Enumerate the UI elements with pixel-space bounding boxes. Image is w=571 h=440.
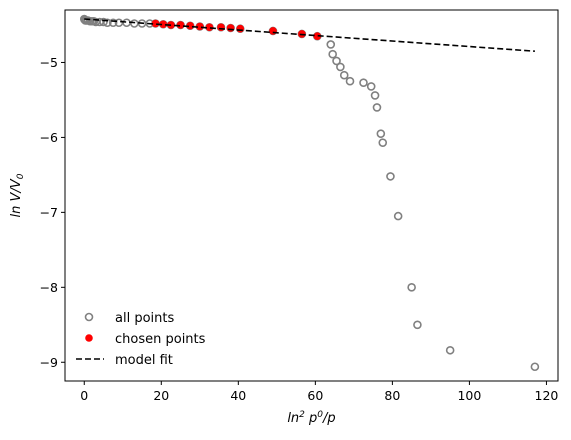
model-fit-line: [84, 18, 535, 53]
all-points-marker: [359, 78, 368, 88]
legend-label-all-points: all points: [115, 311, 174, 326]
x-tick-label: 20: [153, 388, 169, 403]
all-points-marker: [130, 19, 139, 28]
all-points-marker: [99, 17, 108, 27]
x-tick-label: 80: [384, 388, 400, 403]
all-points-marker: [370, 91, 380, 100]
y-tick-label: −7: [40, 205, 58, 220]
all-points-marker: [326, 40, 336, 49]
x-tick-label: 40: [230, 388, 246, 403]
y-axis-label: ln V/V0: [9, 173, 26, 217]
all-points-marker: [345, 76, 355, 86]
chosen-points-marker: [159, 20, 168, 29]
all-points-marker: [366, 82, 376, 91]
chosen-points-marker: [151, 19, 160, 28]
chosen-points-marker: [205, 23, 214, 32]
y-tick-label: −9: [40, 355, 58, 370]
ticks-layer: 0 20 40 60 80 100 120 −9 −8 −7 −6 −5: [40, 55, 559, 403]
all-points-marker: [407, 283, 416, 292]
all-points-marker: [328, 49, 337, 59]
x-tick-label: 100: [457, 388, 481, 403]
chosen-points-marker: [226, 24, 235, 32]
legend: all points chosen points model fit: [76, 311, 206, 368]
chosen-points-marker: [186, 21, 194, 30]
y-tick-label: −6: [40, 130, 58, 145]
all-points-marker: [378, 138, 388, 147]
all-points-marker: [103, 18, 112, 28]
y-tick-label: −5: [40, 55, 58, 70]
chosen-points-marker: [313, 32, 322, 41]
x-tick-label: 60: [307, 388, 323, 403]
all-points-marker: [530, 362, 540, 372]
legend-label-chosen-points: chosen points: [115, 332, 206, 347]
all-points-marker: [332, 56, 341, 66]
all-points-marker: [336, 62, 345, 72]
x-tick-label: 120: [535, 388, 559, 403]
chosen-points-marker: [236, 24, 245, 33]
all-points-marker: [372, 103, 382, 112]
y-tick-label: −8: [40, 280, 58, 295]
chosen-points-marker: [217, 23, 225, 32]
legend-label-model-fit: model fit: [115, 353, 173, 368]
x-axis-label-sup: 2: [299, 410, 305, 420]
all-points-marker: [108, 18, 118, 28]
all-points-marker: [393, 211, 403, 221]
all-points-marker: [339, 70, 349, 80]
x-tick-label: 0: [80, 388, 88, 403]
legend-marker-chosen-points: [85, 334, 93, 342]
all-points-marker: [413, 320, 422, 330]
all-points-marker: [445, 345, 455, 355]
x-axis-label: ln2 p0/p: [287, 410, 335, 426]
all-points-marker: [376, 129, 386, 138]
all-points-marker: [386, 172, 395, 181]
marks-layer: [79, 14, 540, 372]
plot-frame: [64, 9, 559, 382]
legend-marker-all-points: [84, 312, 94, 322]
chosen-points-marker: [196, 22, 204, 31]
chosen-points-marker: [269, 27, 277, 35]
chosen-points-marker: [176, 21, 185, 29]
all-points-marker: [122, 18, 131, 28]
